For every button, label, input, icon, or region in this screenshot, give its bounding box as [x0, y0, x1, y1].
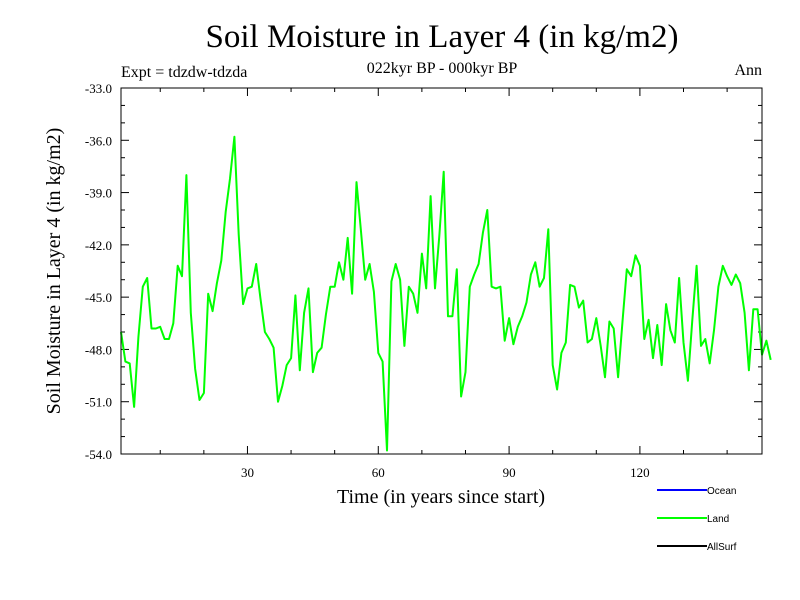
- legend-label-land: Land: [707, 514, 729, 525]
- y-tick-label: -36.0: [85, 133, 112, 148]
- legend-label-ocean: Ocean: [707, 486, 736, 497]
- y-tick-label: -33.0: [85, 81, 112, 96]
- plot-frame: [120, 87, 763, 455]
- x-tick-label: 30: [241, 465, 254, 480]
- y-axis-label: Soil Moisture in Layer 4 (in kg/m2): [43, 128, 65, 415]
- y-tick-label: -42.0: [85, 238, 112, 253]
- x-tick-label: 120: [630, 465, 650, 480]
- experiment-label: Expt = tdzdw-tdzda: [121, 64, 247, 81]
- season-label: Ann: [734, 62, 762, 79]
- y-tick-label: -39.0: [85, 186, 112, 201]
- legend-label-allsurf: AllSurf: [707, 542, 737, 553]
- y-tick-label: -51.0: [85, 395, 112, 410]
- chart-subtitle: 022kyr BP - 000kyr BP: [367, 60, 518, 77]
- x-tick-label: 90: [503, 465, 516, 480]
- series-layer: [120, 135, 772, 452]
- chart-title: Soil Moisture in Layer 4 (in kg/m2): [206, 19, 679, 55]
- y-tick-label: -48.0: [85, 342, 112, 357]
- series-line-land: [120, 135, 772, 452]
- y-axis-tick-labels: -54.0 -51.0 -48.0 -45.0 -42.0 -39.0 -36.0 -33.0: [85, 81, 112, 462]
- y-tick-label: -45.0: [85, 290, 112, 305]
- x-axis-label: Time (in years since start): [337, 486, 545, 508]
- legend: Ocean Land AllSurf: [657, 486, 737, 553]
- axis-ticks: [121, 87, 762, 455]
- y-tick-label: -54.0: [85, 447, 112, 462]
- x-axis-tick-labels: 30 60 90 120: [241, 465, 650, 480]
- x-tick-label: 60: [372, 465, 385, 480]
